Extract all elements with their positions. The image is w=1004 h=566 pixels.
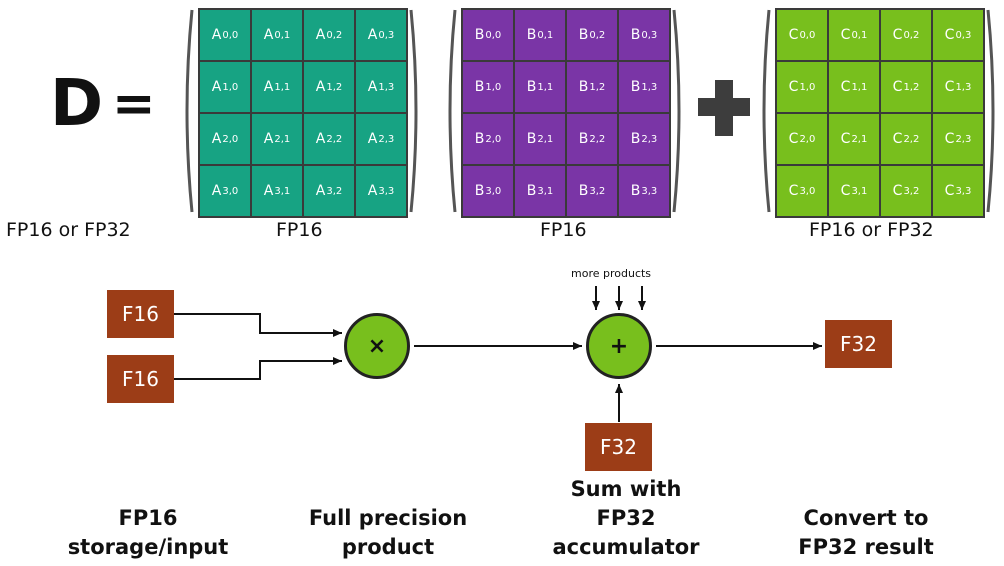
matrix-cell: C 2,0: [777, 114, 827, 164]
left-paren-a: [185, 9, 194, 213]
accumulator-f32-box: F32: [585, 423, 652, 471]
matrix-a: A 0,0 A 0,1 A 0,2 A 0,3 A 1,0 A 1,1 A 1,2 A 1,3 A 2,0 A 2,1…: [198, 8, 408, 218]
matrix-cell: B 3,3: [619, 166, 669, 216]
matrix-cell: B 3,1: [515, 166, 565, 216]
matrix-cell: C 2,3: [933, 114, 983, 164]
right-paren-a: [409, 9, 418, 213]
matrix-cell: A 3,3: [356, 166, 406, 216]
add-operator: +: [586, 313, 652, 379]
matrix-cell: A 3,0: [200, 166, 250, 216]
matrix-cell: B 0,2: [567, 10, 617, 60]
equals-sign: =: [112, 74, 156, 134]
matrix-cell: C 0,2: [881, 10, 931, 60]
caption-product-line-1: Full precision: [308, 506, 468, 530]
caption-sum-line-3: accumulator: [552, 535, 700, 559]
matrix-cell: A 1,3: [356, 62, 406, 112]
matrix-cell: C 0,0: [777, 10, 827, 60]
matrix-cell: B 0,3: [619, 10, 669, 60]
matrix-cell: B 1,3: [619, 62, 669, 112]
caption-storage: FP16 storage/input: [44, 504, 252, 562]
caption-storage-line-1: FP16: [118, 506, 178, 530]
result-precision-label: FP16 or FP32: [6, 219, 131, 241]
matrix-cell: C 0,3: [933, 10, 983, 60]
matrix-cell: C 3,1: [829, 166, 879, 216]
matrix-cell: B 3,2: [567, 166, 617, 216]
input-f16-box-1: F16: [107, 290, 174, 338]
matrix-cell: C 1,0: [777, 62, 827, 112]
matrix-c-label: FP16 or FP32: [809, 219, 934, 241]
caption-convert: Convert to FP32 result: [756, 504, 976, 562]
caption-convert-line-2: FP32 result: [798, 535, 934, 559]
matrix-cell: B 0,1: [515, 10, 565, 60]
matrix-cell: A 3,2: [304, 166, 354, 216]
matrix-cell: C 0,1: [829, 10, 879, 60]
matrix-cell: C 2,2: [881, 114, 931, 164]
matrix-cell: A 2,3: [356, 114, 406, 164]
result-f32-box: F32: [825, 320, 892, 368]
matrix-cell: C 1,1: [829, 62, 879, 112]
matrix-cell: A 2,0: [200, 114, 250, 164]
matrix-cell: C 3,3: [933, 166, 983, 216]
matrix-cell: B 2,1: [515, 114, 565, 164]
matrix-cell: C 1,3: [933, 62, 983, 112]
matrix-cell: A 0,2: [304, 10, 354, 60]
matrix-cell: A 1,1: [252, 62, 302, 112]
multiply-operator: ×: [344, 313, 410, 379]
matrix-cell: B 2,3: [619, 114, 669, 164]
matrix-cell: B 0,0: [463, 10, 513, 60]
matrix-cell: B 1,2: [567, 62, 617, 112]
matrix-cell: A 2,1: [252, 114, 302, 164]
caption-sum-line-2: FP32: [596, 506, 656, 530]
matrix-b-label: FP16: [540, 219, 587, 241]
matrix-cell: A 0,0: [200, 10, 250, 60]
matrix-b: B 0,0 B 0,1 B 0,2 B 0,3 B 1,0 B 1,1 B 1,2 B 1,3 B 2,0 B 2,1…: [461, 8, 671, 218]
matrix-cell: C 3,0: [777, 166, 827, 216]
caption-product-line-2: product: [341, 535, 435, 559]
more-products-label: more products: [571, 267, 652, 280]
right-paren-b: [672, 9, 681, 213]
result-symbol: D: [50, 67, 104, 141]
caption-storage-line-2: storage/input: [67, 535, 229, 559]
matrix-cell: B 1,0: [463, 62, 513, 112]
right-paren-c: [986, 9, 995, 213]
caption-sum: Sum with FP32 accumulator: [516, 475, 736, 562]
matrix-c: C 0,0 C 0,1 C 0,2 C 0,3 C 1,0 C 1,1 C 1,2 C 1,3 C 2,0 C 2,1…: [775, 8, 985, 218]
matrix-cell: A 0,1: [252, 10, 302, 60]
caption-convert-line-1: Convert to: [803, 506, 929, 530]
matrix-cell: B 3,0: [463, 166, 513, 216]
left-paren-b: [448, 9, 457, 213]
matrix-cell: A 0,3: [356, 10, 406, 60]
matrix-a-label: FP16: [276, 219, 323, 241]
input-f16-box-2: F16: [107, 355, 174, 403]
left-paren-c: [762, 9, 771, 213]
matrix-cell: A 1,0: [200, 62, 250, 112]
caption-sum-line-1: Sum with: [570, 477, 682, 501]
matrix-cell: C 3,2: [881, 166, 931, 216]
matrix-cell: B 2,0: [463, 114, 513, 164]
matrix-cell: C 1,2: [881, 62, 931, 112]
plus-icon: [694, 70, 754, 140]
matrix-cell: B 1,1: [515, 62, 565, 112]
matrix-cell: C 2,1: [829, 114, 879, 164]
caption-product: Full precision product: [284, 504, 492, 562]
matrix-cell: A 2,2: [304, 114, 354, 164]
matrix-cell: A 3,1: [252, 166, 302, 216]
matrix-cell: A 1,2: [304, 62, 354, 112]
matrix-cell: B 2,2: [567, 114, 617, 164]
